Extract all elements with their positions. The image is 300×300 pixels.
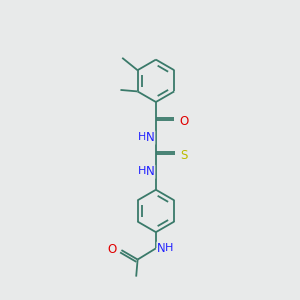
Text: O: O: [107, 243, 117, 256]
Text: H: H: [138, 132, 146, 142]
Text: N: N: [146, 131, 155, 144]
Text: N: N: [157, 242, 166, 255]
Text: N: N: [146, 165, 155, 178]
Text: H: H: [165, 243, 174, 253]
Text: S: S: [180, 149, 188, 162]
Text: H: H: [138, 166, 146, 176]
Text: O: O: [179, 115, 189, 128]
